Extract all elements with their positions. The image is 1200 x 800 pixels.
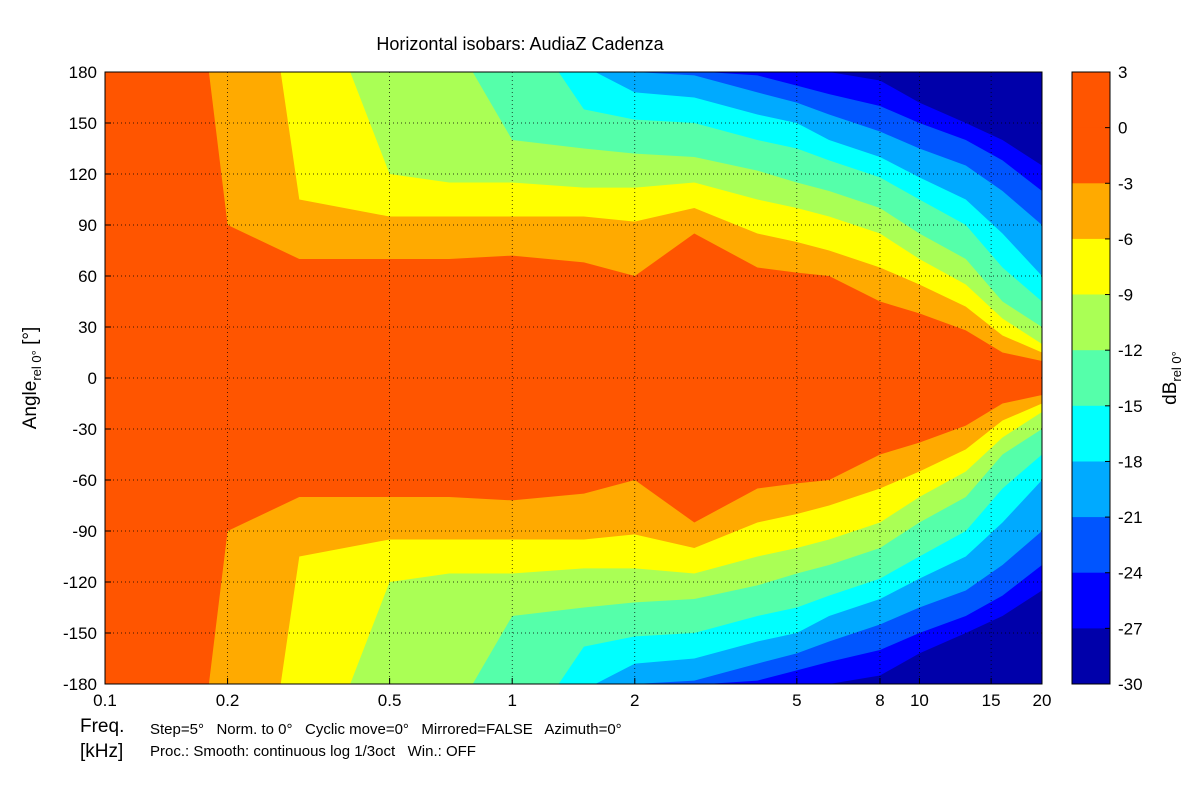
- colorbar-tick-label: -12: [1118, 341, 1143, 360]
- y-axis-label: Anglerel 0° [°]: [20, 327, 44, 430]
- y-tick-label: -180: [63, 675, 97, 694]
- x-tick-label: 15: [982, 691, 1001, 710]
- y-axis-label-unit: [°]: [20, 327, 41, 350]
- colorbar-tick-label: -9: [1118, 286, 1133, 305]
- x-tick-label: 0.5: [378, 691, 402, 710]
- colorbar-tick-label: -18: [1118, 452, 1143, 471]
- x-tick-label: 1: [507, 691, 516, 710]
- colorbar-swatch: [1072, 72, 1110, 129]
- y-tick-label: 120: [69, 165, 97, 184]
- colorbar-swatch: [1072, 238, 1110, 295]
- x-tick-label: 0.2: [216, 691, 240, 710]
- colorbar-swatch: [1072, 461, 1110, 518]
- colorbar-label: dBrel 0°: [1160, 351, 1184, 405]
- colorbar-swatch: [1072, 405, 1110, 462]
- x-tick-label: 2: [630, 691, 639, 710]
- x-tick-label: 20: [1033, 691, 1052, 710]
- colorbar-swatch: [1072, 294, 1110, 351]
- colorbar-label-sub: rel 0°: [1169, 351, 1184, 382]
- colorbar-tick-label: -3: [1118, 174, 1133, 193]
- colorbar-swatch: [1072, 517, 1110, 574]
- settings-line: Step=5° Norm. to 0° Cyclic move=0° Mirro…: [150, 721, 622, 738]
- x-tick-label: 10: [910, 691, 929, 710]
- x-axis-unit: [kHz]: [80, 741, 124, 762]
- x-tick-label: 0.1: [93, 691, 117, 710]
- colorbar-tick-label: -24: [1118, 564, 1143, 583]
- grid: [105, 72, 1042, 684]
- colorbar-tick-label: 3: [1118, 63, 1127, 82]
- y-tick-label: 0: [88, 369, 97, 388]
- x-tick-label: 8: [875, 691, 884, 710]
- colorbar-swatch: [1072, 183, 1110, 240]
- y-tick-label: 60: [78, 267, 97, 286]
- y-tick-label: 180: [69, 63, 97, 82]
- colorbar-tick-label: -15: [1118, 397, 1143, 416]
- colorbar-ticks: 3 0 -3 -6 -9 -12 -15 -18 -21 -24 -27 -30: [1105, 63, 1143, 694]
- colorbar-swatch: [1072, 350, 1110, 407]
- y-tick-label: -60: [72, 471, 97, 490]
- colorbar-label-main: dB: [1160, 382, 1181, 405]
- x-axis-label: Freq.: [80, 716, 125, 737]
- y-tick-label: 30: [78, 318, 97, 337]
- colorbar-tick-label: -21: [1118, 508, 1143, 527]
- y-axis: 180 150 120 90 60 30 0 -30 -60 -90 -120 -150 -180: [63, 63, 111, 694]
- y-tick-label: -90: [72, 522, 97, 541]
- colorbar-swatch: [1072, 572, 1110, 629]
- y-tick-label: 150: [69, 114, 97, 133]
- colorbar-frame: [1071, 71, 1111, 685]
- y-tick-label: -120: [63, 573, 97, 592]
- y-tick-label: 90: [78, 216, 97, 235]
- x-axis: 0.1 0.2 0.5 1 2 5 8 10 15 20: [93, 678, 1051, 710]
- colorbar-tick-label: 0: [1118, 119, 1127, 138]
- chart-title: Horizontal isobars: AudiaZ Cadenza: [376, 34, 664, 54]
- colorbar-swatch: [1072, 127, 1110, 184]
- plot-area: [105, 72, 1042, 684]
- colorbar-tick-label: -27: [1118, 619, 1143, 638]
- colorbar-swatch: [1072, 628, 1110, 685]
- y-tick-label: -30: [72, 420, 97, 439]
- x-tick-label: 5: [792, 691, 801, 710]
- processing-line: Proc.: Smooth: continuous log 1/3oct Win…: [150, 743, 476, 760]
- y-tick-label: -150: [63, 624, 97, 643]
- y-axis-label-main: Angle: [20, 381, 41, 430]
- colorbar-tick-label: -6: [1118, 230, 1133, 249]
- colorbar-tick-label: -30: [1118, 675, 1143, 694]
- y-axis-label-sub: rel 0°: [29, 350, 44, 381]
- colorbar: [1072, 72, 1110, 685]
